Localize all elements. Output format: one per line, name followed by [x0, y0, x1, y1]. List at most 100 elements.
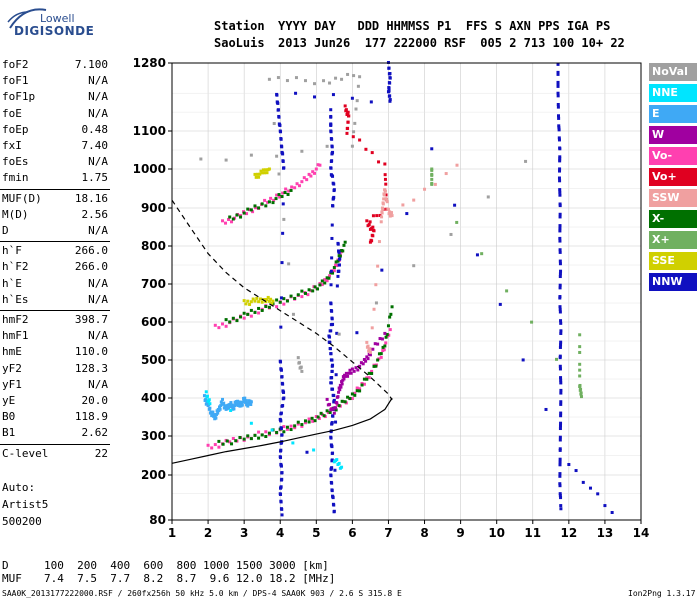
echo-point	[242, 299, 246, 303]
echo-point	[266, 295, 270, 299]
echo-point	[221, 397, 225, 401]
echo-point	[328, 329, 332, 333]
echo-point	[556, 82, 560, 86]
echo-point	[558, 492, 562, 496]
echo-point	[358, 75, 362, 79]
echo-point	[558, 424, 562, 428]
echo-point	[280, 471, 284, 475]
echo-point	[377, 240, 381, 244]
echo-point	[558, 179, 562, 183]
param-row-fxi: fxI 7.40	[2, 139, 108, 153]
echo-point	[374, 364, 378, 368]
param-label: hmF2	[2, 313, 29, 326]
echo-point	[300, 423, 304, 427]
echo-point	[344, 108, 348, 112]
echo-point	[251, 297, 255, 301]
echo-point	[359, 361, 363, 365]
param-value: 128.3	[74, 361, 108, 375]
echo-point	[210, 414, 214, 418]
echo-series-7	[253, 167, 271, 179]
echo-point	[558, 427, 562, 431]
param-row-b1: B1 2.62	[2, 426, 108, 440]
echo-point	[381, 345, 385, 349]
param-value: 2.62	[81, 426, 109, 440]
echo-point	[325, 276, 329, 280]
echo-point	[239, 215, 243, 219]
echo-point	[260, 433, 264, 437]
echo-point	[224, 318, 228, 322]
echo-point	[331, 451, 335, 455]
echo-point	[311, 419, 315, 423]
echo-point	[291, 312, 295, 316]
echo-point	[330, 236, 334, 240]
echo-point	[556, 102, 560, 106]
param-label: foF2	[2, 58, 29, 71]
param-row-fof1: foF1 N/A	[2, 74, 108, 88]
echo-point	[211, 414, 215, 418]
param-value: N/A	[88, 74, 108, 88]
echo-point	[208, 406, 212, 410]
echo-point	[303, 79, 307, 83]
echo-point	[350, 144, 354, 148]
echo-point	[370, 326, 374, 330]
echo-point	[331, 496, 335, 500]
echo-point	[480, 252, 484, 256]
echo-point	[352, 74, 356, 78]
echo-point	[433, 182, 437, 186]
echo-point	[279, 456, 283, 460]
echo-point	[578, 368, 582, 372]
echo-point	[387, 66, 391, 70]
echo-point	[260, 308, 264, 312]
y-tick-label: 800	[141, 239, 166, 253]
echo-point	[267, 200, 271, 204]
echo-point	[455, 220, 459, 224]
echo-point	[559, 329, 563, 333]
echo-point	[328, 411, 332, 414]
echo-point	[331, 407, 335, 411]
echo-point	[279, 426, 283, 430]
echo-point	[337, 461, 341, 465]
echo-point	[303, 419, 307, 423]
echo-point	[210, 412, 214, 416]
echo-point	[329, 323, 333, 327]
echo-point	[521, 358, 525, 362]
echo-point	[209, 410, 213, 414]
echo-point	[279, 441, 283, 445]
echo-point	[279, 492, 283, 496]
echo-point	[285, 427, 289, 431]
echo-point	[282, 297, 286, 301]
echo-point	[293, 424, 297, 428]
echo-point	[558, 157, 562, 161]
echo-point	[271, 201, 275, 205]
param-label: h`Es	[2, 292, 29, 306]
echo-point	[257, 430, 261, 434]
param-row-b0: B0 118.9	[2, 410, 108, 424]
echo-point	[330, 358, 334, 362]
echo-point	[257, 311, 261, 315]
x-tick-label: 4	[276, 526, 284, 540]
echo-point	[365, 340, 369, 344]
echo-point	[206, 443, 210, 447]
echo-point	[249, 308, 253, 312]
echo-point	[557, 116, 561, 120]
muf-table-d-label: D	[2, 559, 9, 572]
echo-point	[276, 76, 280, 80]
echo-point	[228, 404, 232, 408]
echo-point	[279, 478, 283, 482]
echo-point	[388, 76, 392, 80]
x-tick-label: 10	[488, 526, 505, 540]
echo-point	[556, 91, 560, 95]
echo-point	[374, 283, 378, 287]
x-tick-label: 2	[204, 526, 212, 540]
echo-point	[270, 301, 274, 305]
echo-point	[303, 291, 307, 295]
echo-point	[285, 299, 289, 303]
param-value: 110.0	[74, 345, 108, 359]
echo-point	[347, 371, 351, 375]
echo-point	[386, 60, 390, 64]
auto-code: 500200	[2, 515, 42, 528]
param-label: h`F	[2, 244, 22, 258]
param-value: N/A	[88, 377, 108, 391]
echo-point	[358, 364, 362, 368]
echo-point	[558, 272, 562, 276]
